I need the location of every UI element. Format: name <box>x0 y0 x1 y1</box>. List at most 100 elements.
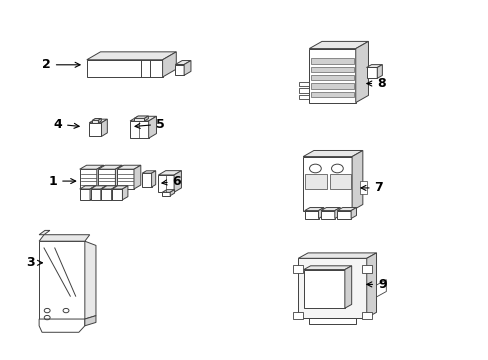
Polygon shape <box>144 116 148 121</box>
Polygon shape <box>39 241 85 319</box>
Polygon shape <box>360 181 366 194</box>
Polygon shape <box>170 190 174 196</box>
Polygon shape <box>361 312 371 319</box>
Polygon shape <box>361 265 371 273</box>
Polygon shape <box>80 186 95 189</box>
Polygon shape <box>351 150 362 211</box>
Polygon shape <box>162 52 176 77</box>
Text: 4: 4 <box>53 118 79 131</box>
Polygon shape <box>80 169 97 189</box>
Polygon shape <box>305 174 326 189</box>
Polygon shape <box>309 49 355 103</box>
Polygon shape <box>98 169 115 189</box>
Text: 5: 5 <box>135 118 164 131</box>
Polygon shape <box>366 64 382 67</box>
Polygon shape <box>311 67 353 72</box>
Text: 1: 1 <box>48 175 76 188</box>
Polygon shape <box>304 207 323 211</box>
Polygon shape <box>329 174 350 189</box>
Polygon shape <box>304 211 318 219</box>
Polygon shape <box>80 165 103 169</box>
Polygon shape <box>89 119 107 123</box>
Polygon shape <box>377 64 382 78</box>
Polygon shape <box>334 207 340 219</box>
Polygon shape <box>350 207 356 219</box>
Polygon shape <box>308 318 356 324</box>
Text: 2: 2 <box>42 58 80 71</box>
Polygon shape <box>98 165 122 169</box>
Polygon shape <box>80 189 90 200</box>
Polygon shape <box>298 258 366 318</box>
Polygon shape <box>115 165 122 189</box>
Polygon shape <box>90 189 101 200</box>
Polygon shape <box>303 270 344 308</box>
Polygon shape <box>101 189 111 200</box>
Polygon shape <box>130 121 148 138</box>
Polygon shape <box>337 211 350 219</box>
Polygon shape <box>366 67 377 78</box>
Polygon shape <box>39 230 50 235</box>
Polygon shape <box>39 235 89 241</box>
Polygon shape <box>320 207 340 211</box>
Polygon shape <box>122 186 128 200</box>
Polygon shape <box>309 41 368 49</box>
Polygon shape <box>344 266 351 308</box>
Polygon shape <box>311 58 353 64</box>
Polygon shape <box>366 253 376 318</box>
Polygon shape <box>85 316 96 326</box>
Polygon shape <box>303 157 351 211</box>
Polygon shape <box>298 88 309 93</box>
Polygon shape <box>117 169 134 189</box>
Polygon shape <box>151 171 155 187</box>
Polygon shape <box>298 82 309 86</box>
Polygon shape <box>293 312 303 319</box>
Polygon shape <box>311 75 353 80</box>
Polygon shape <box>112 186 128 189</box>
Text: 6: 6 <box>162 175 181 188</box>
Polygon shape <box>130 116 156 121</box>
Text: 8: 8 <box>366 77 385 90</box>
Polygon shape <box>85 241 96 319</box>
Polygon shape <box>148 116 156 138</box>
Polygon shape <box>311 84 353 89</box>
Polygon shape <box>92 121 101 123</box>
Polygon shape <box>311 92 353 97</box>
Polygon shape <box>134 118 144 121</box>
Polygon shape <box>320 211 334 219</box>
Polygon shape <box>298 253 376 258</box>
Polygon shape <box>87 60 162 77</box>
Polygon shape <box>142 173 151 187</box>
Polygon shape <box>97 165 103 189</box>
Polygon shape <box>92 120 98 123</box>
Polygon shape <box>87 52 176 60</box>
Polygon shape <box>162 192 170 196</box>
Text: 3: 3 <box>26 256 42 269</box>
Polygon shape <box>112 189 122 200</box>
Polygon shape <box>134 165 141 189</box>
Polygon shape <box>337 207 356 211</box>
Polygon shape <box>175 60 191 64</box>
Text: 9: 9 <box>366 278 386 291</box>
Polygon shape <box>117 165 141 169</box>
Polygon shape <box>158 175 174 192</box>
Polygon shape <box>92 118 101 120</box>
Polygon shape <box>101 186 106 200</box>
Polygon shape <box>303 150 362 157</box>
Polygon shape <box>162 190 174 192</box>
Polygon shape <box>142 171 155 173</box>
Polygon shape <box>111 186 117 200</box>
Polygon shape <box>39 319 85 332</box>
Polygon shape <box>318 207 323 219</box>
Polygon shape <box>293 265 303 273</box>
Polygon shape <box>102 119 107 136</box>
Polygon shape <box>134 116 148 118</box>
Polygon shape <box>90 186 95 200</box>
Polygon shape <box>98 118 101 123</box>
Polygon shape <box>175 64 183 75</box>
Polygon shape <box>158 171 181 175</box>
Polygon shape <box>90 186 106 189</box>
Polygon shape <box>376 280 386 297</box>
Polygon shape <box>101 186 117 189</box>
Polygon shape <box>89 123 102 136</box>
Polygon shape <box>355 41 368 103</box>
